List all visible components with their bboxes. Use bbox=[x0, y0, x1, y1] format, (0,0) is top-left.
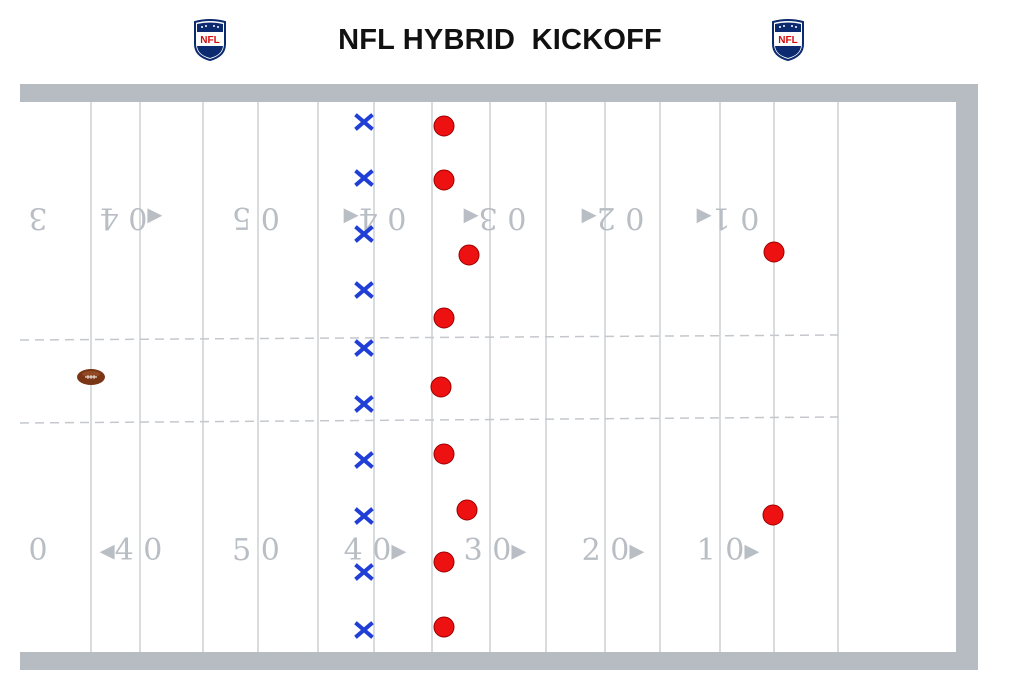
receiving-team-player bbox=[433, 551, 455, 573]
yard-number: 0 1◂ bbox=[697, 200, 760, 235]
receiving-team-player bbox=[762, 504, 784, 526]
receiving-team-player bbox=[430, 376, 452, 398]
nfl-logo-icon: NFL bbox=[770, 18, 806, 62]
kicking-team-player-x bbox=[354, 507, 374, 525]
kicking-team-player-x bbox=[354, 339, 374, 357]
kicking-team bbox=[354, 113, 374, 639]
yard-number: 0 2◂ bbox=[582, 200, 645, 235]
yard-number: 4 0▸ bbox=[344, 533, 407, 568]
receiving-team-player bbox=[433, 443, 455, 465]
hash-lines bbox=[19, 334, 839, 424]
yard-number: 3 bbox=[28, 200, 47, 235]
page-title: NFL HYBRID KICKOFF bbox=[338, 24, 662, 56]
receiving-team-player bbox=[763, 241, 785, 263]
kicking-team-player-x bbox=[354, 395, 374, 413]
hash-line-top bbox=[19, 334, 839, 341]
yard-number: 1 0▸ bbox=[697, 533, 760, 568]
yard-number: 3 0▸ bbox=[464, 533, 527, 568]
yard-number: ◂0 4 bbox=[100, 200, 163, 235]
svg-text:NFL: NFL bbox=[778, 35, 797, 46]
kicking-team-player-x bbox=[354, 451, 374, 469]
bottom-yard-numbers: 0 ◂4 0 5 0 4 0▸ 3 0▸ 2 0▸ 1 0▸ bbox=[28, 533, 759, 568]
yard-number: 0 4◂ bbox=[344, 200, 407, 235]
kicking-team-player-x bbox=[354, 113, 374, 131]
receiving-team-player bbox=[456, 499, 478, 521]
kicking-team-player-x bbox=[354, 281, 374, 299]
receiving-team-player bbox=[433, 307, 455, 329]
kicking-team-player-x bbox=[354, 225, 374, 243]
yard-number: 0 5 bbox=[232, 200, 280, 235]
header: NFL NFL HYBRID KICKOFF NFL bbox=[0, 0, 1016, 80]
football-icon bbox=[77, 369, 105, 385]
yard-number: ◂4 0 bbox=[100, 533, 163, 568]
yard-lines bbox=[90, 102, 839, 652]
kicking-team-player-x bbox=[354, 169, 374, 187]
receiving-team bbox=[430, 115, 785, 638]
nfl-logo-icon: NFL bbox=[192, 18, 228, 62]
yard-number: 0 3◂ bbox=[464, 200, 527, 235]
kicking-team-player-x bbox=[354, 621, 374, 639]
yard-number: 2 0▸ bbox=[582, 533, 645, 568]
svg-text:NFL: NFL bbox=[200, 35, 219, 46]
kicking-team-player-x bbox=[354, 563, 374, 581]
receiving-team-player bbox=[433, 115, 455, 137]
receiving-team-player bbox=[433, 169, 455, 191]
receiving-team-player bbox=[458, 244, 480, 266]
yard-number: 5 0 bbox=[232, 533, 280, 568]
receiving-team-player bbox=[433, 616, 455, 638]
field-turf bbox=[20, 102, 956, 652]
top-yard-numbers: 3 ◂0 4 0 5 0 4◂ 0 3◂ 0 2◂ 0 1◂ bbox=[28, 200, 759, 235]
hash-line-bottom bbox=[19, 416, 839, 424]
yard-number: 0 bbox=[28, 533, 47, 568]
